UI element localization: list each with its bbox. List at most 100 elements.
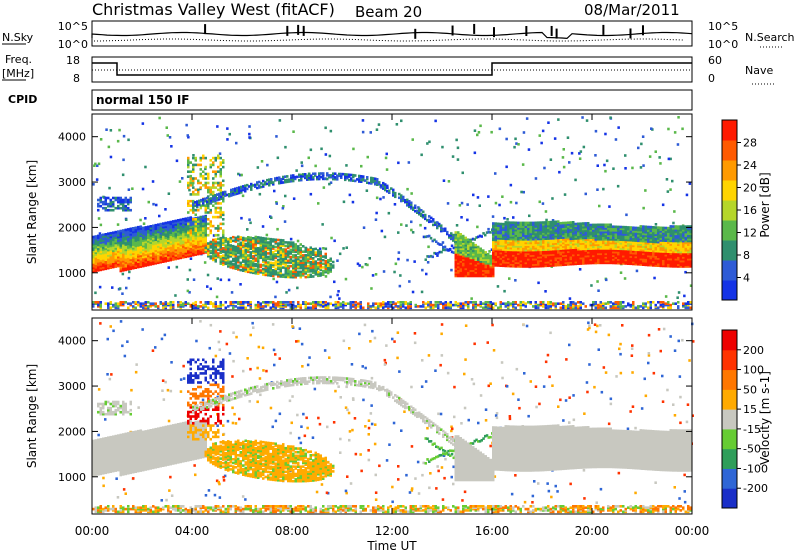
echo-cell — [348, 173, 351, 177]
echo-cell — [137, 225, 140, 229]
echo-cell — [431, 255, 434, 259]
echo-cell — [472, 271, 475, 274]
echo-cell — [552, 256, 555, 260]
echo-cell — [579, 253, 582, 256]
echo-cell — [359, 301, 362, 304]
echo-cell — [312, 260, 315, 264]
echo-cell — [227, 278, 231, 282]
echo-cell — [187, 199, 190, 203]
echo-cell — [267, 272, 270, 275]
echo-cell — [632, 306, 635, 310]
echo-cell — [549, 240, 552, 244]
echo-cell — [499, 302, 502, 305]
echo-cell — [517, 237, 520, 241]
echo-cell — [457, 236, 460, 240]
echo-cell — [462, 302, 465, 305]
echo-cell — [517, 221, 520, 225]
echo-cell — [522, 245, 525, 248]
echo-cell — [214, 256, 217, 259]
echo-cell — [427, 245, 430, 249]
echo-cell — [280, 181, 283, 185]
echo-cell — [107, 250, 110, 254]
echo-cell — [187, 253, 190, 256]
echo-cell — [358, 174, 361, 178]
echo-cell — [129, 265, 132, 269]
echo-cell — [122, 258, 125, 261]
echo-cell — [509, 254, 512, 257]
echo-cell — [557, 263, 560, 267]
echo-cell — [237, 259, 240, 262]
echo-cell — [284, 253, 287, 257]
echo-cell — [177, 251, 180, 255]
echo-cell — [117, 204, 120, 208]
echo-cell — [202, 184, 205, 187]
echo-cell — [499, 239, 502, 242]
echo-cell — [522, 241, 525, 245]
echo-cell — [119, 266, 122, 269]
echo-cell — [339, 305, 342, 308]
echo-cell — [92, 246, 95, 250]
echo-cell — [457, 251, 460, 254]
echo-cell — [577, 238, 580, 242]
echo-cell — [102, 246, 105, 249]
echo-cell — [474, 305, 477, 308]
echo-cell — [494, 255, 497, 258]
echo-cell — [632, 303, 635, 307]
echo-cell — [547, 240, 550, 244]
echo-cell — [459, 306, 462, 310]
echo-cell — [517, 248, 520, 252]
echo-cell — [242, 186, 245, 190]
echo-cell — [124, 196, 127, 200]
echo-cell — [406, 187, 409, 191]
echo-cell — [309, 270, 312, 273]
echo-cell — [404, 306, 407, 310]
echo-cell — [489, 256, 492, 260]
echo-cell — [354, 174, 357, 177]
echo-cell — [509, 230, 512, 233]
echo-cell — [582, 249, 585, 252]
echo-cell — [332, 176, 335, 179]
echo-cell — [312, 253, 315, 256]
echo-cell — [374, 179, 377, 182]
echo-cell — [307, 306, 310, 310]
echo-cell — [354, 179, 357, 183]
echo-cell — [399, 303, 402, 307]
echo-cell — [522, 232, 525, 236]
echo-cell — [252, 238, 255, 242]
echo-cell — [212, 190, 215, 194]
echo-cell — [157, 237, 160, 241]
echo-cell — [494, 240, 497, 244]
echo-cell — [489, 262, 492, 265]
echo-cell — [222, 237, 225, 241]
echo-cell — [274, 179, 277, 182]
echo-cell — [147, 305, 150, 308]
echo-cell — [569, 257, 572, 261]
echo-cell — [605, 278, 608, 282]
echo-cell — [104, 208, 107, 212]
echo-cell — [279, 267, 282, 271]
echo-cell — [369, 131, 372, 134]
echo-cell — [426, 235, 429, 238]
echo-cell — [237, 251, 240, 255]
echo-cell — [249, 256, 252, 260]
echo-cell — [202, 224, 205, 228]
echo-cell — [129, 263, 132, 267]
echo-cell — [452, 233, 455, 237]
echo-cell — [297, 257, 300, 261]
echo-cell — [99, 200, 102, 204]
echo-cell — [287, 261, 290, 264]
echo-cell — [537, 234, 540, 237]
echo-cell — [187, 184, 190, 187]
echo-cell — [574, 248, 577, 251]
echo-cell — [334, 306, 337, 310]
echo-cell — [222, 241, 225, 245]
echo-cell — [237, 244, 240, 248]
echo-cell — [512, 226, 515, 230]
echo-cell — [366, 155, 369, 159]
echo-cell — [269, 241, 272, 245]
echo-cell — [117, 239, 120, 242]
echo-cell — [119, 240, 122, 244]
echo-cell — [204, 204, 207, 207]
freq-left-tick-bottom: 8 — [73, 72, 80, 85]
echo-cell — [294, 306, 297, 310]
